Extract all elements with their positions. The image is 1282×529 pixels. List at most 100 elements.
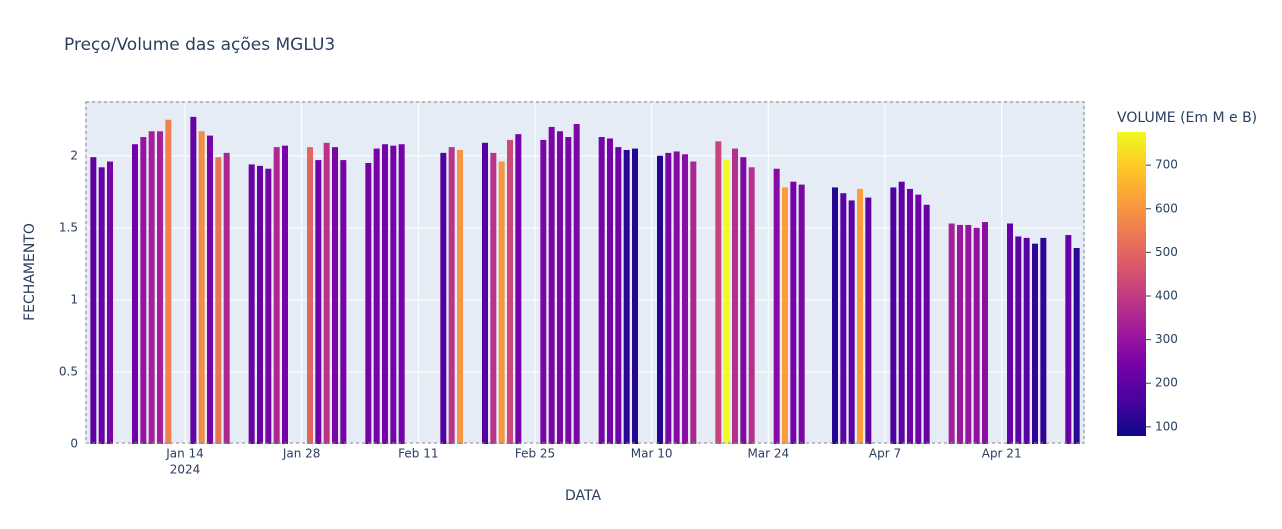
bar [1065,235,1072,444]
bar [257,165,263,444]
x-tick-label: Feb 25 [515,447,555,461]
bar [498,161,505,444]
bar [332,147,338,444]
bar [207,135,213,444]
bar [607,138,613,444]
colorbar-tick-label: 700 [1155,158,1178,172]
bar [740,157,747,445]
bar [282,145,288,445]
bar [665,152,672,444]
bar [515,134,522,444]
x-tick-label: Feb 11 [398,447,438,461]
colorbar-tick-label: 400 [1155,288,1178,302]
bar [140,137,147,444]
colorbar-tick-label: 600 [1155,201,1178,215]
bar [265,168,272,444]
bar [615,147,622,444]
bar [1015,236,1022,444]
x-tick-label: Mar 24 [747,447,789,461]
bar [573,124,580,444]
y-tick-label: 1 [70,292,78,306]
colorbar [1117,132,1146,436]
bar [890,187,897,444]
y-tick-label: 0.5 [59,364,78,378]
bar [832,187,838,444]
bar [798,184,805,444]
bar [748,167,755,444]
colorbar-tick-label: 200 [1155,376,1178,390]
bar [915,194,922,444]
bar [273,147,280,444]
bar [440,152,447,444]
bar [482,142,488,444]
x-tick-label: Mar 10 [631,447,673,461]
bar [657,155,663,444]
colorbar-tick-label: 300 [1155,332,1178,346]
bar [865,197,872,444]
bar [1032,243,1038,444]
bar [957,224,963,444]
bar [898,181,905,445]
colorbar-title: VOLUME (Em M e B) [1117,110,1257,126]
bar [148,131,155,444]
colorbar-tick-label: 500 [1155,245,1178,259]
x-tick-label: Jan 14 [165,447,204,461]
bar [448,147,455,444]
x-tick-label: Apr 7 [869,447,901,461]
y-tick-label: 2 [70,148,78,162]
bar [132,144,138,444]
bar [490,152,497,444]
bar [198,131,205,444]
bar [907,188,913,444]
bar [307,147,313,444]
bar [223,152,230,444]
bar [98,167,105,444]
bar [107,161,113,444]
bar [623,150,630,444]
bar [948,223,955,444]
chart-title: Preço/Volume das ações MGLU3 [64,35,335,55]
bar [848,200,855,444]
colorbar-tick-label: 100 [1155,419,1178,433]
bar [373,148,380,444]
selection-box [85,101,1085,444]
bar [165,119,172,444]
bar [457,150,463,444]
bar [340,160,347,444]
bar [840,193,847,444]
bar [248,164,255,445]
bar [540,139,547,445]
y-axis-title: FECHAMENTO [22,223,38,321]
bar [773,168,780,444]
bar [923,204,930,444]
bar [398,144,405,444]
bar [1073,248,1080,444]
bar [507,139,513,445]
bar [1023,237,1030,444]
x-year-label: 2024 [170,463,201,477]
plot-background [85,101,1085,444]
bar [1007,223,1013,444]
y-tick-label: 0 [70,437,78,451]
bars [90,116,1080,445]
bar [565,137,572,444]
bar [598,137,605,444]
bar [715,141,722,444]
bar [973,227,980,444]
bar [557,131,563,444]
bar [682,154,688,444]
bar [1040,237,1047,444]
bar [857,188,863,444]
bar [632,148,638,444]
bar [965,224,972,444]
bar [390,145,397,445]
bar [673,151,680,445]
x-tick-label: Apr 21 [982,447,1022,461]
bar [790,181,797,445]
y-tick-label: 1.5 [59,220,78,234]
bar [157,131,163,444]
bar [723,160,730,444]
bar [190,116,197,445]
bar [323,142,330,444]
